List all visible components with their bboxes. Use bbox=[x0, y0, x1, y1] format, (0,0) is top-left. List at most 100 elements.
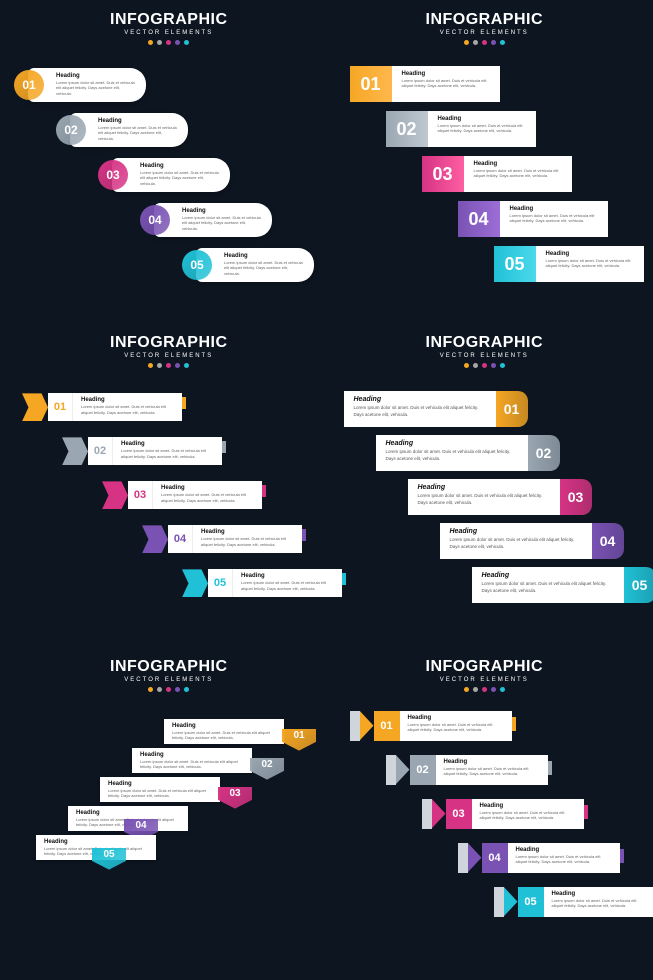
step-number: 02 bbox=[88, 437, 112, 465]
accent-tab bbox=[620, 849, 624, 863]
step-card: HeadingLorem ipsum dolor sit amet. Duis … bbox=[392, 66, 500, 102]
step-card: HeadingLorem ipsum dolor sit amet. Duis … bbox=[536, 246, 644, 282]
accent-tab bbox=[182, 397, 186, 409]
step-card: HeadingLorem ipsum dolor sit amet. Duis … bbox=[112, 158, 230, 192]
palette-dot bbox=[482, 687, 487, 692]
accent-tab bbox=[302, 529, 306, 541]
step-card: HeadingLorem ipsum dolor sit amet. Duis … bbox=[100, 777, 220, 803]
step-heading: Heading bbox=[482, 572, 614, 579]
step-body: Lorem ipsum dolor sit amet. Duis et vehi… bbox=[140, 170, 220, 186]
step-body: Lorem ipsum dolor sit amet. Duis et vehi… bbox=[474, 168, 562, 179]
step-body: Lorem ipsum dolor sit amet. Duis et vehi… bbox=[482, 581, 614, 594]
step-number: 02 bbox=[386, 111, 428, 147]
step-number: 03 bbox=[560, 479, 592, 515]
step-card: HeadingLorem ipsum dolor sit amet. Duis … bbox=[376, 435, 528, 471]
step-row: HeadingLorem ipsum dolor sit amet. Duis … bbox=[112, 158, 230, 192]
palette-dot bbox=[464, 363, 469, 368]
arrow-icon bbox=[468, 843, 482, 873]
step-number: 02 bbox=[250, 758, 284, 780]
step-heading: Heading bbox=[224, 253, 304, 259]
step-body: Lorem ipsum dolor sit amet. Duis et vehi… bbox=[510, 213, 598, 224]
arrow-icon bbox=[22, 393, 48, 421]
step-number: 01 bbox=[350, 66, 392, 102]
spacer bbox=[494, 887, 504, 917]
palette-dot bbox=[491, 40, 496, 45]
palette-dots bbox=[330, 687, 640, 692]
palette-dot bbox=[491, 687, 496, 692]
step-card: HeadingLorem ipsum dolor sit amet. Duis … bbox=[164, 719, 284, 745]
step-heading: Heading bbox=[161, 485, 254, 491]
step-row: HeadingLorem ipsum dolor sit amet. Duis … bbox=[196, 248, 314, 282]
step-card: HeadingLorem ipsum dolor sit amet. Duis … bbox=[112, 437, 222, 465]
step-card: HeadingLorem ipsum dolor sit amet. Duis … bbox=[408, 479, 560, 515]
panel-title: INFOGRAPHIC bbox=[330, 659, 640, 675]
palette-dots bbox=[14, 40, 324, 45]
step-body: Lorem ipsum dolor sit amet. Duis et vehi… bbox=[402, 78, 490, 89]
palette-dots bbox=[14, 363, 324, 368]
palette-dot bbox=[500, 40, 505, 45]
panel-header: INFOGRAPHICVECTOR ELEMENTS bbox=[14, 659, 324, 692]
palette-dot bbox=[166, 363, 171, 368]
panel-subtitle: VECTOR ELEMENTS bbox=[330, 353, 640, 359]
infographic-panel: INFOGRAPHICVECTOR ELEMENTSHeadingLorem i… bbox=[14, 655, 324, 972]
step-heading: Heading bbox=[408, 715, 504, 721]
step-number: 02 bbox=[528, 435, 560, 471]
step-body: Lorem ipsum dolor sit amet. Duis et vehi… bbox=[552, 898, 648, 909]
step-heading: Heading bbox=[386, 440, 518, 447]
step-body: Lorem ipsum dolor sit amet. Duis et vehi… bbox=[516, 854, 612, 865]
step-number: 03 bbox=[98, 160, 128, 190]
step-body: Lorem ipsum dolor sit amet. Duis et vehi… bbox=[121, 448, 214, 459]
step-card: HeadingLorem ipsum dolor sit amet. Duis … bbox=[132, 748, 252, 774]
step-number: 02 bbox=[56, 115, 86, 145]
step-number: 03 bbox=[128, 481, 152, 509]
step-heading: Heading bbox=[172, 723, 276, 729]
arrow-icon bbox=[102, 481, 128, 509]
palette-dot bbox=[464, 40, 469, 45]
step-heading: Heading bbox=[182, 208, 262, 214]
step-body: Lorem ipsum dolor sit amet. Duis et vehi… bbox=[201, 536, 294, 547]
step-body: Lorem ipsum dolor sit amet. Duis et vehi… bbox=[241, 580, 334, 591]
panel-subtitle: VECTOR ELEMENTS bbox=[330, 677, 640, 683]
step-number: 01 bbox=[282, 729, 316, 751]
step-number: 04 bbox=[140, 205, 170, 235]
panel-title: INFOGRAPHIC bbox=[14, 335, 324, 351]
accent-tab bbox=[548, 761, 552, 775]
step-row: HeadingLorem ipsum dolor sit amet. Duis … bbox=[70, 113, 188, 147]
step-body: Lorem ipsum dolor sit amet. Duis et vehi… bbox=[418, 493, 550, 506]
palette-dots bbox=[330, 363, 640, 368]
step-number: 01 bbox=[496, 391, 528, 427]
step-card: HeadingLorem ipsum dolor sit amet. Duis … bbox=[192, 525, 302, 553]
step-heading: Heading bbox=[108, 781, 212, 787]
palette-dot bbox=[157, 40, 162, 45]
step-heading: Heading bbox=[510, 206, 598, 212]
step-card: HeadingLorem ipsum dolor sit amet. Duis … bbox=[154, 203, 272, 237]
step-number: 01 bbox=[374, 711, 400, 741]
step-row: Heading Lorem ipsum dolor sit amet. Duis … bbox=[472, 567, 653, 603]
step-card: HeadingLorem ipsum dolor sit amet. Duis … bbox=[500, 201, 608, 237]
step-body: Lorem ipsum dolor sit amet. Duis et vehi… bbox=[172, 730, 276, 741]
step-card: HeadingLorem ipsum dolor sit amet. Duis … bbox=[70, 113, 188, 147]
spacer bbox=[386, 755, 396, 785]
palette-dot bbox=[482, 363, 487, 368]
accent-tab bbox=[512, 717, 516, 731]
panel-header: INFOGRAPHIC VECTOR ELEMENTS bbox=[330, 659, 640, 692]
accent-tab bbox=[262, 485, 266, 497]
step-number: 01 bbox=[48, 393, 72, 421]
panel-title: INFOGRAPHIC bbox=[330, 12, 640, 28]
step-heading: Heading bbox=[98, 118, 178, 124]
step-row: HeadingLorem ipsum dolor sit amet. Duis … bbox=[28, 68, 146, 102]
step-body: Lorem ipsum dolor sit amet. Duis et vehi… bbox=[140, 759, 244, 770]
step-row: HeadingLorem ipsum dolor sit amet. Duis … bbox=[344, 391, 528, 427]
step-card: HeadingLorem ipsum dolor sit amet. Duis … bbox=[196, 248, 314, 282]
panel-header: INFOGRAPHICVECTOR ELEMENTS bbox=[330, 12, 640, 45]
step-heading: Heading bbox=[140, 752, 244, 758]
step-number: 05 bbox=[92, 848, 126, 870]
step-heading: Heading bbox=[241, 573, 334, 579]
infographic-panel: INFOGRAPHICVECTOR ELEMENTSHeadingLorem i… bbox=[330, 331, 640, 648]
palette-dot bbox=[473, 363, 478, 368]
step-heading: Heading bbox=[402, 71, 490, 77]
step-heading: Heading bbox=[450, 528, 582, 535]
palette-dot bbox=[148, 687, 153, 692]
step-row: 01HeadingLorem ipsum dolor sit amet. Dui… bbox=[22, 393, 182, 421]
step-number: 05 bbox=[182, 250, 212, 280]
